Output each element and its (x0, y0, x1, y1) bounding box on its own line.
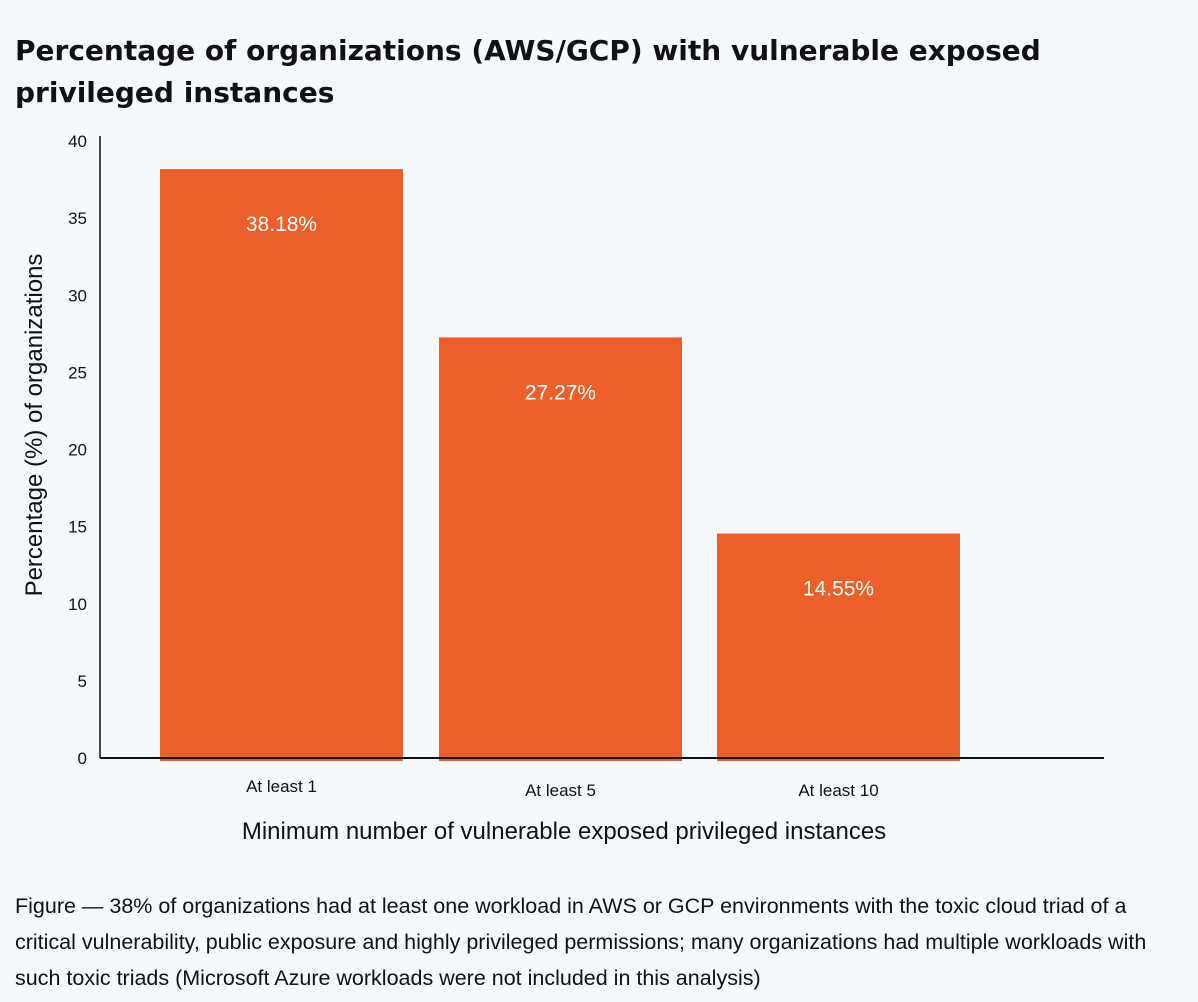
figure-caption: Figure — 38% of organizations had at lea… (15, 894, 1147, 990)
y-tick-label: 30 (68, 286, 87, 305)
y-tick-label: 10 (68, 595, 87, 614)
bar (439, 337, 682, 761)
x-category-label: At least 5 (525, 781, 596, 800)
bar-chart: 0 5 10 15 20 25 30 35 40 38.18% 27.27% 14.55% At l… (21, 132, 1104, 845)
bar-data-label: 38.18% (246, 213, 317, 236)
y-tick-label: 25 (68, 363, 87, 382)
bar-data-label: 27.27% (525, 381, 596, 404)
bar (160, 169, 403, 762)
bars: 38.18% 27.27% 14.55% (160, 169, 960, 762)
y-tick-label: 0 (78, 749, 87, 768)
x-category-label: At least 10 (798, 781, 878, 800)
y-tick-label: 40 (68, 132, 87, 151)
y-tick-label: 35 (68, 209, 87, 228)
x-axis-title: Minimum number of vulnerable exposed pri… (242, 818, 886, 845)
chart-title: Percentage of organizations (AWS/GCP) wi… (15, 34, 1041, 109)
bar-data-label: 14.55% (803, 578, 874, 601)
y-tick-label: 5 (78, 672, 87, 691)
bar (717, 533, 960, 761)
y-axis-ticks: 0 5 10 15 20 25 30 35 40 (68, 132, 87, 768)
x-axis-categories: At least 1 At least 5 At least 10 (246, 777, 879, 800)
x-category-label: At least 1 (246, 777, 317, 796)
y-tick-label: 15 (68, 518, 87, 537)
y-axis-title: Percentage (%) of organizations (21, 254, 48, 597)
y-tick-label: 20 (68, 441, 87, 460)
